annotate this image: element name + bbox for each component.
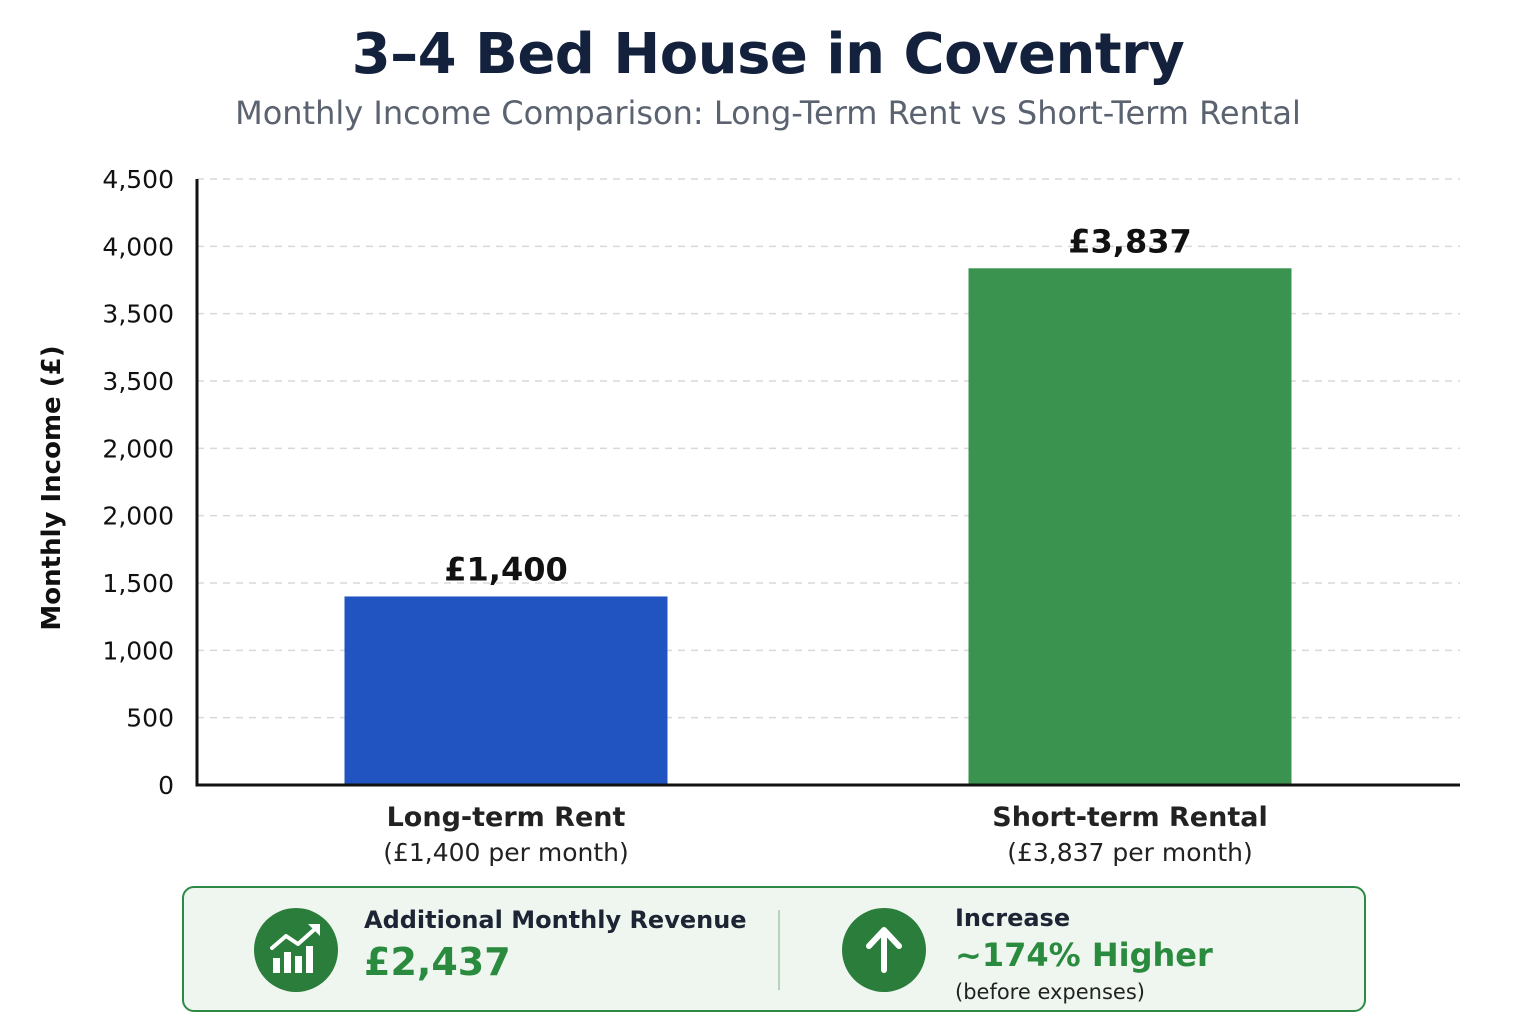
- y-tick-label: 3,500: [102, 367, 174, 396]
- summary-divider: [778, 910, 780, 990]
- increase-label: Increase: [955, 904, 1071, 932]
- y-tick-label: 0: [158, 771, 174, 800]
- y-tick-label: 4,000: [102, 232, 174, 261]
- increase-value: ~174% Higher: [955, 936, 1213, 974]
- y-tick-label: 3,500: [102, 300, 174, 329]
- x-category-label-short-term: Short-term Rental (£3,837 per month): [920, 800, 1340, 870]
- growth-chart-icon: [254, 908, 338, 992]
- chart-title: 3–4 Bed House in Coventry: [351, 22, 1185, 87]
- bar-value-label: £3,837: [1068, 222, 1191, 260]
- bar-value-label: £1,400: [444, 550, 567, 588]
- arrow-up-icon: [842, 908, 926, 992]
- bar-chart: 0 500 1,000 1,500 2,000 2,000 3,500 3,500 4,000 4…: [102, 165, 1460, 800]
- y-tick-label: 1,500: [102, 569, 174, 598]
- y-tick-label: 1,000: [102, 636, 174, 665]
- y-tick-label: 500: [126, 704, 174, 733]
- y-tick-label: 2,000: [102, 502, 174, 531]
- category-sublabel: (£1,400 per month): [383, 838, 629, 867]
- bar-short-term-rental: [968, 268, 1292, 785]
- category-name: Long-term Rent: [386, 802, 626, 833]
- category-name: Short-term Rental: [992, 802, 1268, 833]
- bar-long-term-rent: [344, 596, 668, 785]
- y-tick-label: 2,000: [102, 434, 174, 463]
- x-category-label-long-term: Long-term Rent (£1,400 per month): [296, 800, 716, 870]
- category-sublabel: (£3,837 per month): [1007, 838, 1253, 867]
- additional-revenue-value: £2,437: [364, 940, 511, 984]
- y-tick-label: 4,500: [102, 165, 174, 194]
- chart-subtitle: Monthly Income Comparison: Long-Term Ren…: [235, 94, 1301, 132]
- increase-note: (before expenses): [955, 980, 1145, 1004]
- additional-revenue-label: Additional Monthly Revenue: [364, 906, 747, 934]
- summary-panel: Additional Monthly Revenue £2,437 Increa…: [182, 886, 1366, 1012]
